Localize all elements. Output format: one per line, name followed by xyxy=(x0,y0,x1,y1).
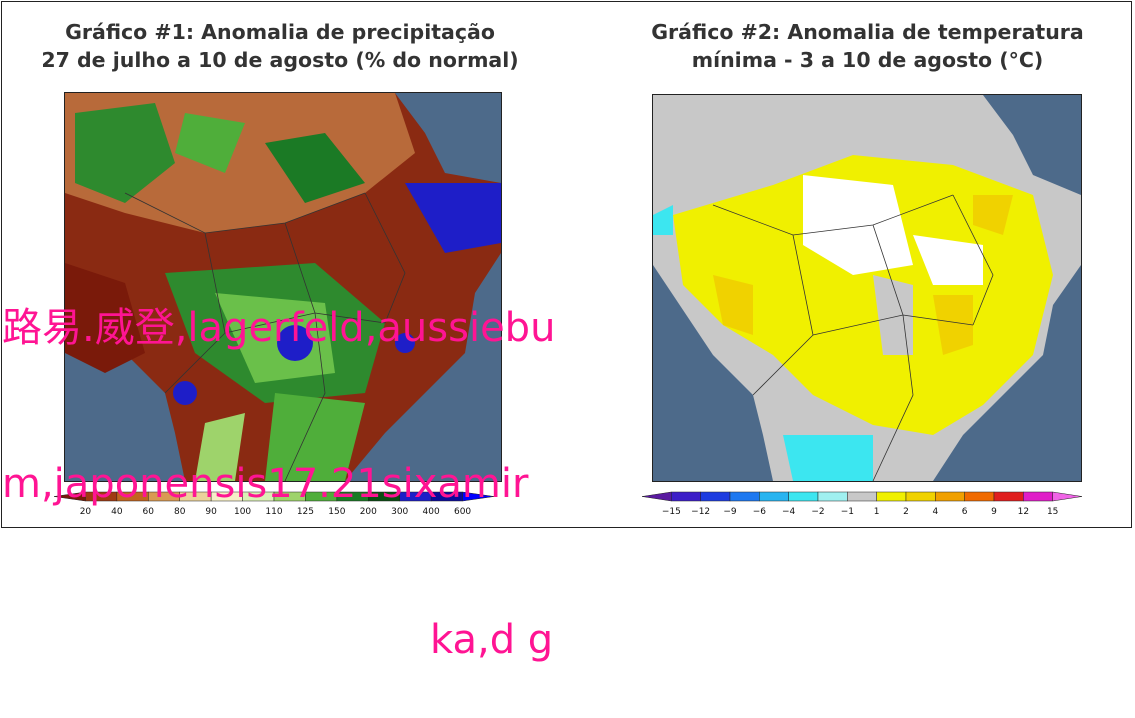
temperature-colorbar-swatch xyxy=(700,491,731,502)
temperature-colorbar-tick-label: −2 xyxy=(811,507,824,517)
overlay-line-1: 路易.威登,lagerfeld,aussiebu xyxy=(2,305,556,351)
temperature-colorbar-swatch xyxy=(729,491,760,502)
precipitation-colorbar-tick-label: 125 xyxy=(297,507,314,517)
temperature-colorbar: −15 −12 −9 −6 −4 −2 −1 1 2 4 6 9 12 15 xyxy=(632,490,1092,520)
temperature-colorbar-swatch xyxy=(817,491,848,502)
temperature-colorbar-tick-label: 12 xyxy=(1018,507,1029,517)
panel1-title-line1: Gráfico #1: Anomalia de precipitação xyxy=(65,20,495,44)
precipitation-colorbar: 20 40 60 80 90 100 110 125 150 200 300 400 600 xyxy=(44,490,504,520)
temperature-colorbar-swatch xyxy=(964,491,995,502)
temperature-colorbar-tick-label: −15 xyxy=(662,507,681,517)
panel1-title-line2: 27 de julho a 10 de agosto (% do normal) xyxy=(41,48,519,72)
precipitation-colorbar-tick-label: 80 xyxy=(174,507,186,517)
temperature-colorbar-swatch xyxy=(847,491,877,502)
temperature-colorbar-tick-label: −9 xyxy=(723,507,737,517)
temperature-colorbar-swatch xyxy=(1023,491,1053,502)
overlay-text: 路易.威登,lagerfeld,aussiebu m,japonensis17.… xyxy=(2,198,662,718)
precipitation-colorbar-tick-label: 300 xyxy=(391,507,408,517)
precipitation-map xyxy=(64,92,502,482)
precipitation-colorbar-tick-label: 600 xyxy=(454,507,471,517)
temperature-colorbar-swatch xyxy=(935,491,965,502)
temperature-colorbar-tick-label: 9 xyxy=(991,507,997,517)
precipitation-colorbar-tick-label: 20 xyxy=(80,507,92,517)
precipitation-colorbar-tick-label: 90 xyxy=(205,507,217,517)
temperature-colorbar-swatch xyxy=(759,491,789,502)
temperature-colorbar-tick-label: −12 xyxy=(691,507,710,517)
panel2-title-line1: Gráfico #2: Anomalia de temperatura xyxy=(651,20,1084,44)
temperature-colorbar-swatch xyxy=(671,491,701,502)
temperature-colorbar-tick-label: −4 xyxy=(782,507,796,517)
precipitation-colorbar-swatch xyxy=(462,491,495,502)
temperature-colorbar-tick-label: −6 xyxy=(753,507,767,517)
temperature-colorbar-swatch xyxy=(876,491,907,502)
temperature-colorbar-tick-label: 4 xyxy=(932,507,938,517)
precipitation-colorbar-tick-label: 400 xyxy=(423,507,440,517)
temperature-colorbar-swatch xyxy=(1052,491,1083,502)
temperature-colorbar-tick-label: 6 xyxy=(962,507,968,517)
precipitation-colorbar-tick-label: 110 xyxy=(265,507,282,517)
panel1-title: Gráfico #1: Anomalia de precipitação 27 … xyxy=(0,18,560,74)
overlay-line-2: m,japonensis17.21sixamir xyxy=(2,461,529,507)
overlay-line-3: ka,d g xyxy=(430,617,554,663)
temperature-colorbar-swatch xyxy=(905,491,936,502)
precipitation-colorbar-tick-label: 150 xyxy=(328,507,345,517)
panel2-title: Gráfico #2: Anomalia de temperatura míni… xyxy=(600,18,1135,74)
precipitation-colorbar-tick-label: 40 xyxy=(111,507,123,517)
figure-frame xyxy=(1,1,1132,528)
panel2-title-line2: mínima - 3 a 10 de agosto (°C) xyxy=(691,48,1044,72)
temperature-colorbar-swatch xyxy=(993,491,1024,502)
temperature-colorbar-tick-label: 1 xyxy=(874,507,880,517)
temperature-colorbar-tick-label: 2 xyxy=(903,507,909,517)
temperature-colorbar-swatch xyxy=(788,491,819,502)
precipitation-colorbar-tick-label: 200 xyxy=(360,507,377,517)
temperature-map xyxy=(652,94,1082,482)
temperature-colorbar-tick-label: 15 xyxy=(1047,507,1058,517)
precipitation-colorbar-tick-label: 100 xyxy=(234,507,251,517)
precipitation-colorbar-tick-label: 60 xyxy=(143,507,155,517)
temperature-colorbar-tick-label: −1 xyxy=(841,507,854,517)
